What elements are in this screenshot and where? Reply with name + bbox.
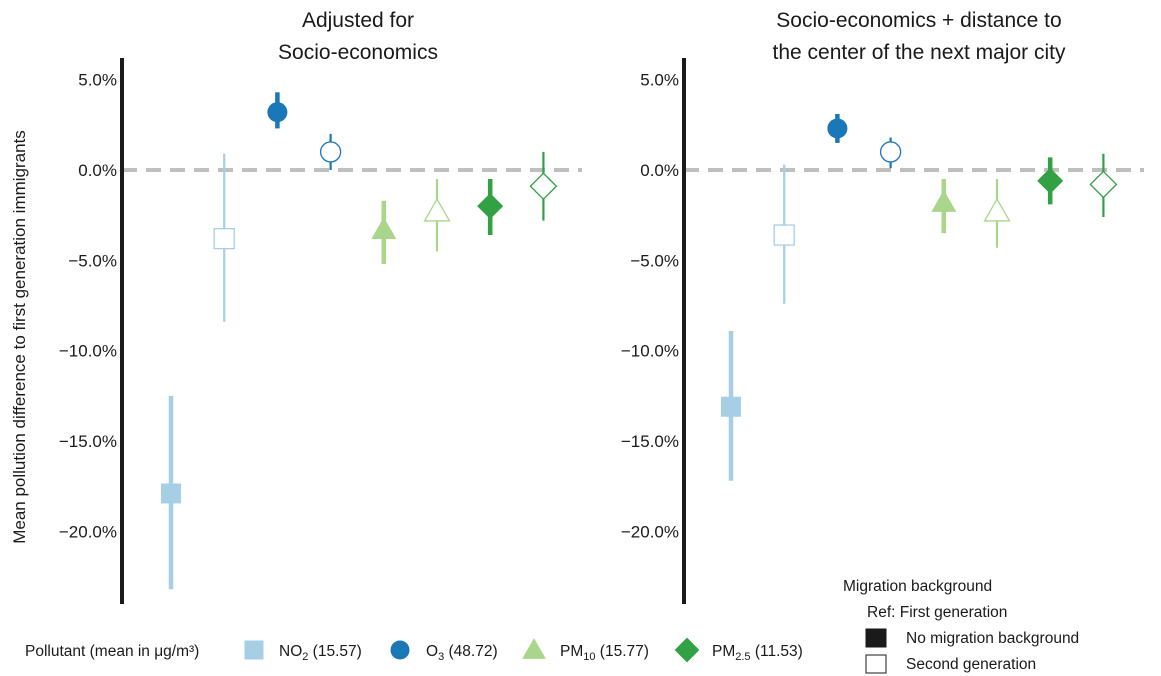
data-point-pm25-second-generation <box>1089 153 1118 217</box>
point-marker <box>773 224 795 246</box>
y-tick-label: −15.0% <box>59 432 117 451</box>
data-point-o3-no-migration <box>827 113 848 143</box>
y-tick-label: −5.0% <box>630 251 679 270</box>
y-tick-label: −5.0% <box>68 251 117 270</box>
chart-panel-2: Socio-economics + distance to the center … <box>621 9 1144 604</box>
point-marker <box>983 197 1011 222</box>
pollutant-legend-label: O3 (48.72) <box>426 643 498 663</box>
point-marker <box>319 141 342 163</box>
point-marker <box>161 483 181 504</box>
pollutant-legend-marker <box>674 637 700 663</box>
data-point-pm10-second-generation <box>983 179 1011 248</box>
point-marker <box>213 228 235 250</box>
migration-legend-swatch <box>865 628 887 648</box>
y-tick-label: −10.0% <box>59 342 117 361</box>
y-tick-label: −10.0% <box>621 342 679 361</box>
migration-legend-title: Migration background <box>843 578 992 595</box>
point-marker <box>477 193 504 220</box>
data-point-o3-no-migration <box>267 92 288 129</box>
migration-legend-label: Second generation <box>906 656 1036 673</box>
data-point-o3-second-generation <box>879 137 902 169</box>
point-marker <box>1089 170 1118 199</box>
point-marker <box>423 197 451 222</box>
migration-legend-label: No migration background <box>906 630 1079 647</box>
point-marker <box>267 102 288 123</box>
y-tick-label: 0.0% <box>78 161 117 180</box>
data-point-pm25-no-migration <box>477 179 504 236</box>
data-point-o3-second-generation <box>319 133 342 170</box>
pollutant-legend-marker <box>244 640 264 660</box>
migration-legend-ref: Ref: First generation <box>867 604 1007 621</box>
panel-title: Adjusted for Socio-economics <box>278 9 438 64</box>
pollutant-legend-label: NO2 (15.57) <box>279 643 362 663</box>
point-marker <box>371 217 397 240</box>
y-tick-label: 0.0% <box>640 161 679 180</box>
migration-legend-swatch <box>865 654 887 674</box>
data-point-no2-no-migration <box>161 395 181 590</box>
data-point-pm10-second-generation <box>423 179 451 252</box>
y-tick-label: −20.0% <box>59 522 117 541</box>
data-point-pm10-no-migration <box>371 200 397 264</box>
pollutant-legend: Pollutant (mean in μg/m³) NO2 (15.57) O3 (… <box>25 637 803 663</box>
pollutant-legend-marker <box>390 640 410 660</box>
pollutant-legend-title: Pollutant (mean in μg/m³) <box>25 643 199 660</box>
pollutant-legend-label: PM2.5 (11.53) <box>712 643 803 663</box>
data-point-pm25-no-migration <box>1037 157 1064 205</box>
y-tick-label: 5.0% <box>78 71 117 90</box>
data-point-pm10-no-migration <box>931 179 957 234</box>
y-axis-label: Mean pollution difference to first gener… <box>10 130 29 544</box>
chart-panels: Adjusted for Socio-economics 5.0% 0.0% −5.0%… <box>59 9 1144 604</box>
y-tick-label: −20.0% <box>621 522 679 541</box>
y-tick-label: 5.0% <box>640 71 679 90</box>
data-point-pm25-second-generation <box>529 151 558 221</box>
data-point-no2-no-migration <box>721 330 741 481</box>
point-marker <box>721 396 741 417</box>
point-marker <box>879 141 902 163</box>
data-point-no2-second-generation <box>773 164 795 304</box>
pollutant-legend-label: PM10 (15.77) <box>560 643 649 663</box>
y-tick-label: −15.0% <box>621 432 679 451</box>
point-marker <box>931 190 957 212</box>
point-marker <box>529 172 558 201</box>
migration-legend: Migration background Ref: First generatio… <box>843 578 1079 674</box>
data-point-no2-second-generation <box>213 153 235 322</box>
chart-panel-1: Adjusted for Socio-economics 5.0% 0.0% −5.0%… <box>59 9 582 604</box>
point-marker <box>1037 167 1064 194</box>
panel-title: Socio-economics + distance to the center … <box>773 9 1066 64</box>
point-marker <box>827 118 848 139</box>
pollutant-legend-marker <box>522 638 546 659</box>
